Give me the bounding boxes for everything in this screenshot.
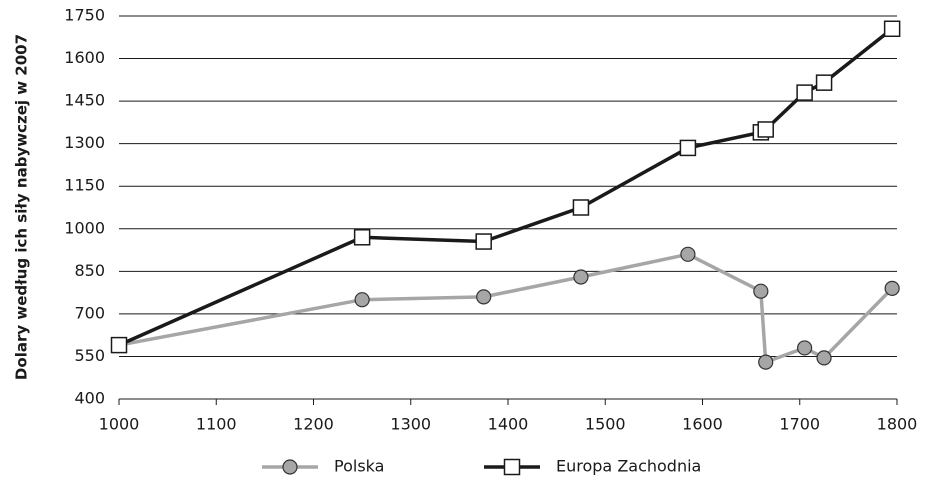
series-line: [118, 252, 894, 365]
y-tick-label: 1150: [64, 176, 105, 195]
data-point: [796, 84, 813, 101]
y-tick-label: 700: [74, 303, 105, 322]
x-tick-label: 1000: [99, 415, 140, 434]
x-tick-label: 1400: [488, 415, 529, 434]
data-point: [883, 20, 901, 38]
y-tick-label: 1600: [64, 48, 105, 67]
x-tick-label: 1200: [293, 415, 334, 434]
data-point: [884, 280, 900, 296]
data-point: [816, 350, 832, 366]
series-line: [118, 27, 894, 347]
y-tick-label: 1300: [64, 133, 105, 152]
data-point: [110, 336, 128, 354]
y-tick-label: 400: [74, 389, 105, 408]
data-point: [758, 354, 774, 370]
data-point: [572, 199, 590, 216]
x-tick-label: 1100: [196, 415, 237, 434]
data-point: [815, 74, 833, 91]
data-point: [476, 289, 492, 305]
data-point: [679, 139, 697, 157]
legend-marker: [282, 459, 298, 475]
data-point: [573, 269, 589, 285]
x-tick-label: 1300: [390, 415, 431, 434]
y-tick-label: 1750: [64, 6, 105, 25]
y-tick-label: 850: [74, 261, 105, 280]
data-point: [757, 121, 774, 138]
y-tick-label: 1000: [64, 218, 105, 237]
y-axis-label: Dolary według ich siły nabywczej w 2007: [13, 34, 31, 380]
data-point: [353, 229, 371, 246]
data-point: [354, 292, 370, 308]
data-point: [475, 233, 492, 250]
legend-label: Polska: [334, 457, 384, 476]
y-tick-label: 550: [74, 346, 105, 365]
legend-marker: [503, 458, 521, 476]
legend-label: Europa Zachodnia: [556, 457, 701, 476]
data-point: [680, 246, 696, 262]
x-tick-label: 1600: [682, 415, 723, 434]
data-point: [797, 340, 813, 356]
x-tick-label: 1700: [779, 415, 820, 434]
x-tick-label: 1500: [585, 415, 626, 434]
x-tick-label: 1800: [877, 415, 918, 434]
y-tick-label: 1450: [64, 91, 105, 110]
data-point: [753, 283, 769, 299]
